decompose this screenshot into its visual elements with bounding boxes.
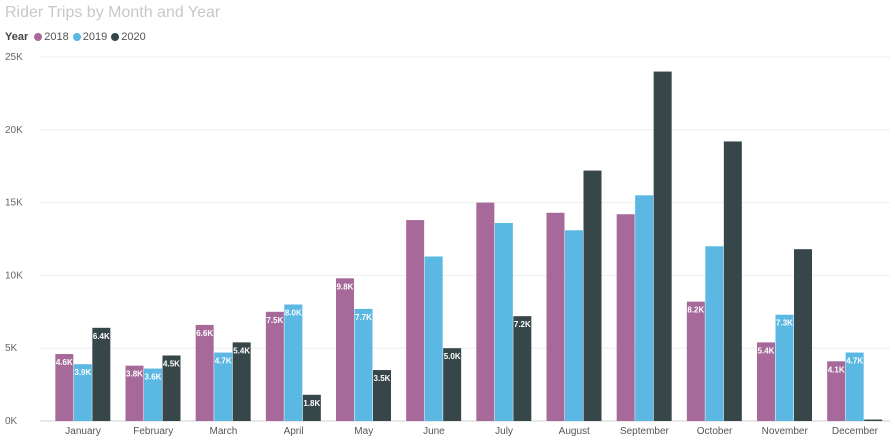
x-tick-label: May <box>354 426 373 437</box>
bar-2019-march[interactable] <box>214 352 233 421</box>
x-tick-label: January <box>65 426 101 437</box>
data-label: 6.6K <box>196 329 213 338</box>
bar-2019-february[interactable] <box>144 368 162 421</box>
bar-2020-october[interactable] <box>723 141 742 421</box>
bar-2018-november[interactable] <box>757 342 775 421</box>
data-label: 3.5K <box>374 374 391 383</box>
legend-dot-2020 <box>111 33 120 41</box>
data-label: 7.3K <box>776 319 793 328</box>
bar-2020-april[interactable] <box>302 394 321 421</box>
x-tick-label: October <box>697 426 733 437</box>
bar-2020-august[interactable] <box>583 170 602 421</box>
x-tick-label: February <box>133 426 173 437</box>
bar-2018-june[interactable] <box>406 220 425 421</box>
x-tick-label: June <box>423 426 445 437</box>
bar-2018-march[interactable] <box>195 324 214 421</box>
y-tick-label: 0K <box>5 416 18 427</box>
bar-2019-september[interactable] <box>635 195 654 421</box>
bar-2018-september[interactable] <box>616 214 635 421</box>
chart-title: Rider Trips by Month and Year <box>5 4 221 21</box>
bar-2019-april[interactable] <box>284 304 303 421</box>
bar-2020-may[interactable] <box>373 370 391 421</box>
bar-2020-january[interactable] <box>92 327 111 421</box>
data-label: 4.6K <box>56 358 73 367</box>
bar-2018-february[interactable] <box>125 365 144 421</box>
y-tick-label: 15K <box>5 198 23 209</box>
bar-2018-december[interactable] <box>827 361 846 421</box>
data-label: 4.7K <box>215 357 232 366</box>
data-label: 5.0K <box>444 352 461 361</box>
bar-2020-december[interactable] <box>864 419 883 421</box>
x-tick-label: March <box>210 426 238 437</box>
bar-2019-october[interactable] <box>705 246 724 421</box>
bar-2019-july[interactable] <box>494 222 513 421</box>
legend-item-2018[interactable]: 2018 <box>34 31 69 43</box>
bar-2018-may[interactable] <box>336 278 354 421</box>
bar-2020-march[interactable] <box>232 342 251 421</box>
data-label: 4.7K <box>846 357 863 366</box>
data-label: 4.5K <box>163 359 180 368</box>
x-tick-label: December <box>832 426 879 437</box>
bar-2020-july[interactable] <box>513 316 532 421</box>
data-label: 5.4K <box>233 346 250 355</box>
legend-title: Year <box>5 31 29 43</box>
data-label: 6.4K <box>93 332 110 341</box>
data-label: 7.5K <box>266 316 283 325</box>
legend-label-2018: 2018 <box>44 31 69 43</box>
bar-2019-december[interactable] <box>845 352 864 421</box>
legend-label-2019: 2019 <box>82 31 108 43</box>
y-tick-label: 10K <box>5 270 23 281</box>
data-label: 4.1K <box>828 365 845 374</box>
legend-item-2020[interactable]: 2020 <box>111 31 146 43</box>
data-label: 9.8K <box>337 282 354 291</box>
x-tick-label: April <box>284 426 304 437</box>
data-label: 8.2K <box>687 306 704 315</box>
bar-2018-october[interactable] <box>686 301 705 421</box>
legend-item-2019[interactable]: 2019 <box>72 31 108 43</box>
bar-2019-june[interactable] <box>424 256 443 421</box>
bar-2018-january[interactable] <box>55 354 74 421</box>
bar-2018-april[interactable] <box>265 311 284 421</box>
legend-label-2020: 2020 <box>121 31 146 43</box>
data-label: 8.0K <box>285 309 302 318</box>
y-tick-label: 20K <box>5 125 23 136</box>
legend-dot-2019 <box>72 33 81 41</box>
data-label: 3.9K <box>74 368 91 377</box>
legend-dot-2018 <box>34 33 43 41</box>
bar-2020-february[interactable] <box>162 355 181 421</box>
bar-2018-july[interactable] <box>476 202 495 421</box>
x-tick-label: August <box>559 426 590 437</box>
bar-2020-september[interactable] <box>653 71 672 421</box>
bar-2018-august[interactable] <box>546 212 565 421</box>
x-tick-label: July <box>495 426 513 437</box>
data-label: 7.7K <box>355 313 372 322</box>
x-tick-label: September <box>620 426 670 437</box>
data-label: 5.4K <box>758 346 775 355</box>
bar-2019-january[interactable] <box>73 364 92 421</box>
bar-2019-may[interactable] <box>354 308 373 421</box>
bar-2020-november[interactable] <box>794 249 812 421</box>
data-label: 3.6K <box>145 373 162 382</box>
y-tick-label: 5K <box>5 343 18 354</box>
bar-2020-june[interactable] <box>443 348 462 421</box>
data-label: 7.2K <box>514 320 531 329</box>
x-tick-label: November <box>762 426 809 437</box>
bar-2019-november[interactable] <box>775 314 794 421</box>
y-tick-label: 25K <box>5 52 23 63</box>
data-label: 3.8K <box>126 370 143 379</box>
data-label: 1.8K <box>303 399 320 408</box>
legend: Year 2018 2019 2020 <box>5 31 150 43</box>
bar-2019-august[interactable] <box>565 230 583 421</box>
